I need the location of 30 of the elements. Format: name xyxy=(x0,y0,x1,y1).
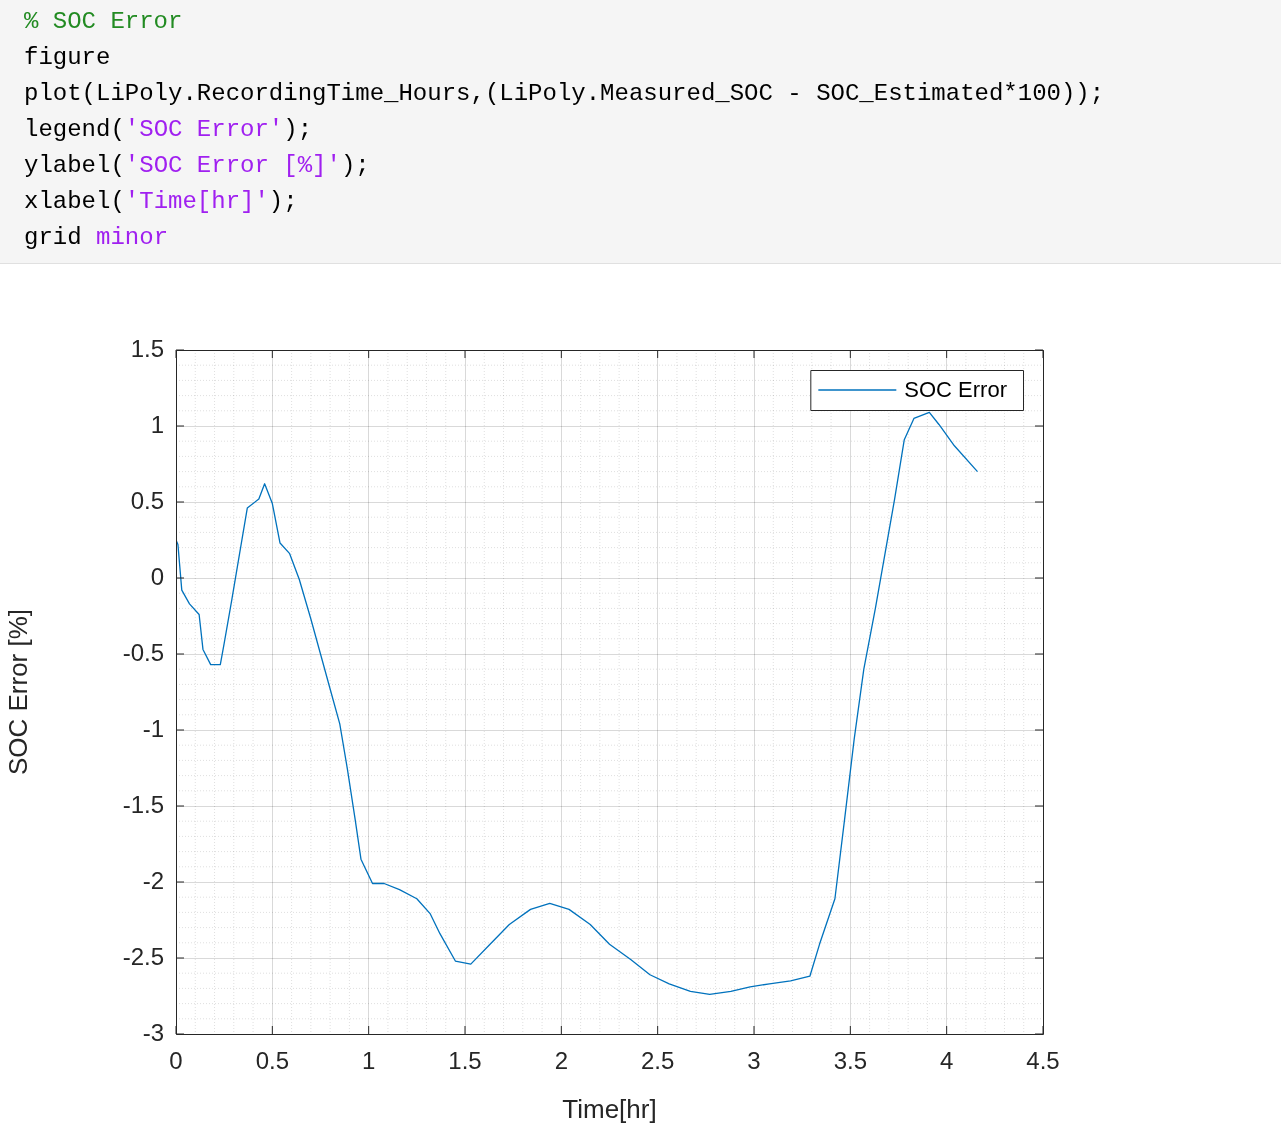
y-tick-label: -0.5 xyxy=(122,638,164,666)
text: grid minor xyxy=(24,223,170,253)
text: figure xyxy=(24,43,112,73)
x-tick-label: 0.5 xyxy=(255,1047,290,1075)
text: legend('SOC Error'); xyxy=(24,115,314,145)
x-tick-label: 1.5 xyxy=(448,1047,482,1075)
text: xlabel('Time[hr]'); xyxy=(24,187,299,217)
x-tick-label: 4.5 xyxy=(1026,1047,1060,1075)
y-tick-label: -1.5 xyxy=(122,790,164,818)
y-tick-label: 0 xyxy=(150,562,164,590)
y-axis-title: SOC Error [%] xyxy=(2,608,33,776)
y-tick-label: -2.5 xyxy=(122,942,164,970)
x-tick-label: 4 xyxy=(939,1047,954,1075)
x-tick-label: 0 xyxy=(169,1047,183,1075)
text: ylabel('SOC Error [%]'); xyxy=(24,151,371,181)
y-tick-label: 1 xyxy=(150,410,164,438)
y-tick-label: -1 xyxy=(142,714,164,742)
x-tick-label: 2.5 xyxy=(640,1047,675,1075)
y-tick-label: 1.5 xyxy=(130,334,164,362)
text: % SOC Error xyxy=(24,8,183,35)
x-tick-label: 2 xyxy=(554,1047,569,1075)
x-tick-label: 3 xyxy=(747,1047,761,1075)
x-tick-label: 3.5 xyxy=(833,1047,868,1075)
x-axis-title: Time[hr] xyxy=(562,1093,657,1124)
y-tick-label: -2 xyxy=(142,866,164,894)
legend-label: SOC Error xyxy=(904,377,1008,403)
text: plot(LiPoly.RecordingTime_Hours,(LiPoly.Measured_SOC - SOC_Estimated*100)); xyxy=(24,79,1106,109)
y-tick-label: 0.5 xyxy=(130,486,164,514)
y-tick-label: -3 xyxy=(142,1018,164,1046)
x-tick-label: 1 xyxy=(361,1047,376,1075)
